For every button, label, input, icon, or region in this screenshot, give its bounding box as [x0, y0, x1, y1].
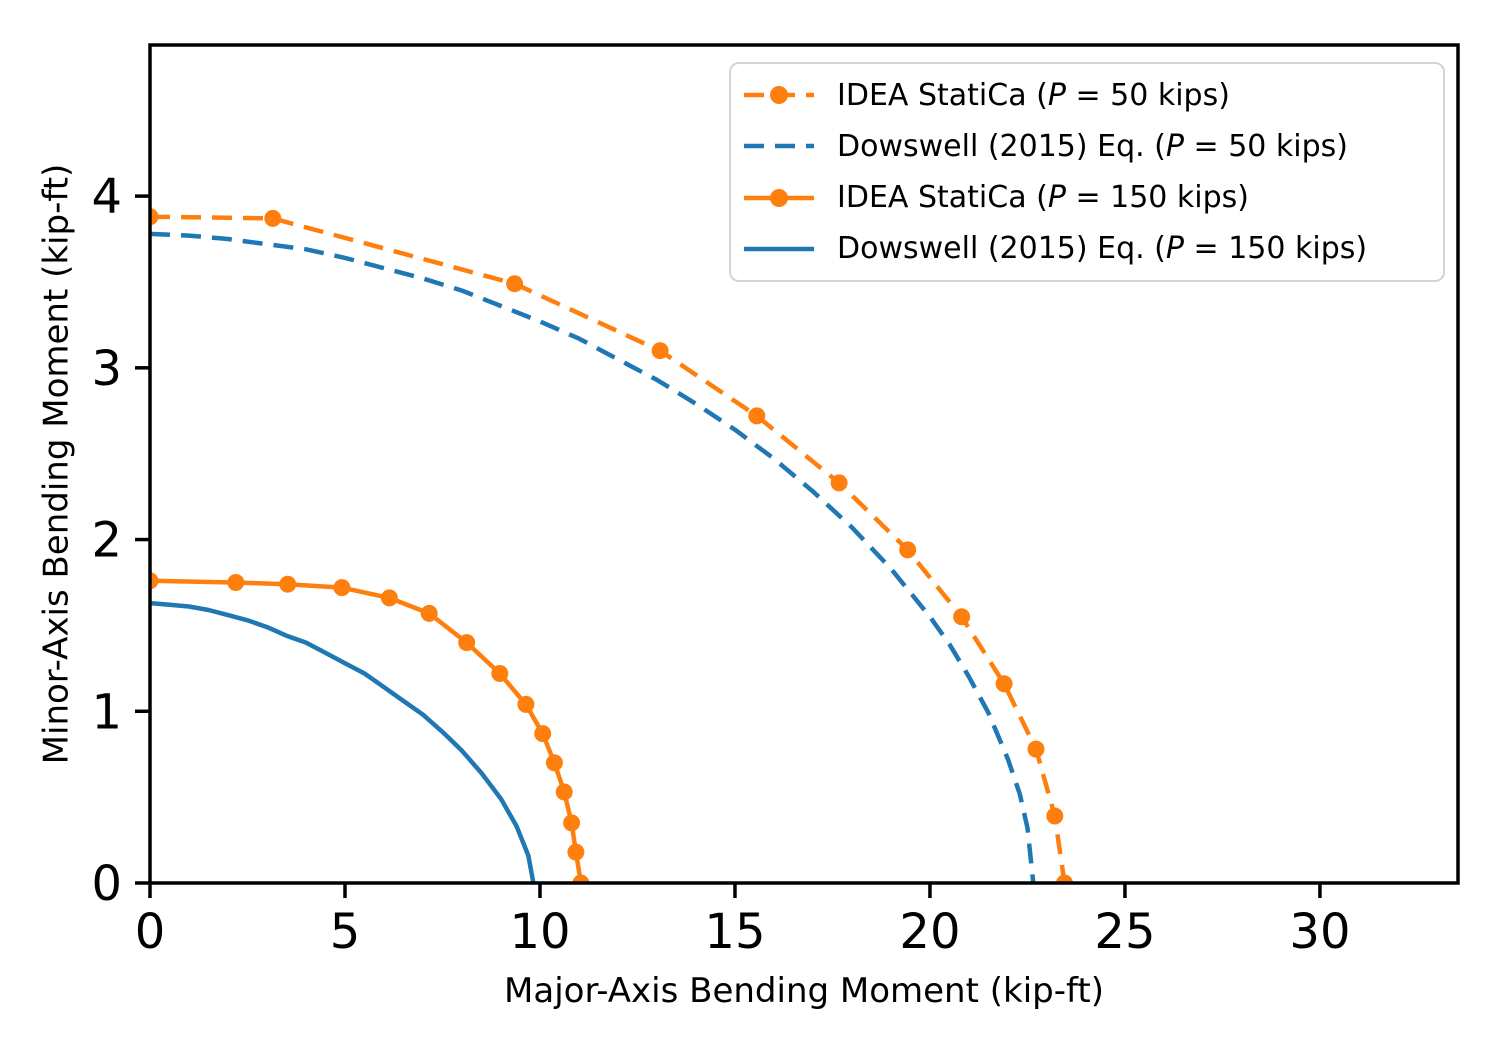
- x-tick-label: 0: [135, 904, 166, 960]
- x-tick-label: 30: [1289, 904, 1350, 960]
- data-point-marker: [534, 725, 552, 743]
- data-point-marker: [264, 209, 282, 227]
- data-point-marker: [1046, 807, 1064, 825]
- y-tick-label: 2: [91, 513, 122, 569]
- data-point-marker: [491, 665, 509, 682]
- data-point-marker: [506, 275, 524, 293]
- x-tick-label: 5: [330, 904, 361, 960]
- data-point-marker: [572, 874, 590, 883]
- x-tick-label: 20: [899, 904, 960, 960]
- data-point-marker: [227, 574, 245, 591]
- data-point-marker: [830, 474, 848, 492]
- series-line-0: [150, 214, 1067, 883]
- data-point-marker: [1056, 874, 1073, 883]
- data-point-marker: [555, 783, 573, 801]
- legend-item: Dowswell (2015) Eq. (P = 50 kips): [743, 126, 1443, 166]
- legend-line-sample: [744, 188, 814, 207]
- series-line-1: [150, 231, 1036, 883]
- data-point-marker: [545, 754, 563, 772]
- data-point-marker: [953, 608, 971, 626]
- data-point-marker: [420, 604, 438, 622]
- series-group: [150, 208, 1073, 883]
- data-point-marker: [1027, 740, 1045, 758]
- data-point-marker: [995, 675, 1013, 693]
- y-tick-label: 3: [91, 341, 122, 397]
- data-point-marker: [651, 342, 669, 360]
- x-tick-label: 15: [704, 904, 765, 960]
- data-point-marker: [279, 575, 297, 593]
- legend-label: Dowswell (2015) Eq. (P = 50 kips): [837, 128, 1348, 164]
- legend-item: IDEA StatiCa (P = 50 kips): [743, 75, 1443, 115]
- data-point-marker: [563, 814, 581, 832]
- legend: IDEA StatiCa (P = 50 kips) Dowswell (2015…: [729, 62, 1445, 282]
- legend-marker: [770, 188, 788, 207]
- data-point-marker: [567, 843, 585, 861]
- data-point-marker: [517, 695, 535, 713]
- data-point-marker: [150, 572, 159, 590]
- data-point-marker: [150, 208, 159, 226]
- legend-label: Dowswell (2015) Eq. (P = 150 kips): [837, 231, 1368, 267]
- y-axis-label: Minor-Axis Bending Moment (kip-ft): [36, 163, 77, 765]
- data-point-marker: [899, 541, 917, 559]
- data-point-marker: [380, 589, 398, 607]
- data-point-marker: [458, 634, 476, 652]
- data-point-marker: [748, 407, 766, 425]
- series-line-2: [150, 578, 584, 883]
- legend-line-sample: [744, 144, 814, 149]
- x-tick-label: 25: [1094, 904, 1155, 960]
- legend-item: IDEA StatiCa (P = 150 kips): [743, 178, 1443, 218]
- y-tick-label: 0: [91, 856, 122, 912]
- series-line-3: [150, 600, 536, 883]
- legend-line-sample: [744, 246, 814, 251]
- legend-marker: [770, 86, 788, 105]
- legend-line-sample: [744, 86, 814, 105]
- y-tick-label: 4: [91, 169, 122, 225]
- x-tick-label: 10: [509, 904, 570, 960]
- legend-label: IDEA StatiCa (P = 150 kips): [837, 180, 1250, 216]
- data-point-marker: [333, 579, 351, 597]
- y-tick-label: 1: [91, 684, 122, 740]
- legend-label: IDEA StatiCa (P = 50 kips): [837, 77, 1230, 113]
- legend-item: Dowswell (2015) Eq. (P = 150 kips): [743, 229, 1443, 269]
- plot-border: [148, 43, 1460, 885]
- x-axis-label: Major-Axis Bending Moment (kip-ft): [504, 971, 1104, 1011]
